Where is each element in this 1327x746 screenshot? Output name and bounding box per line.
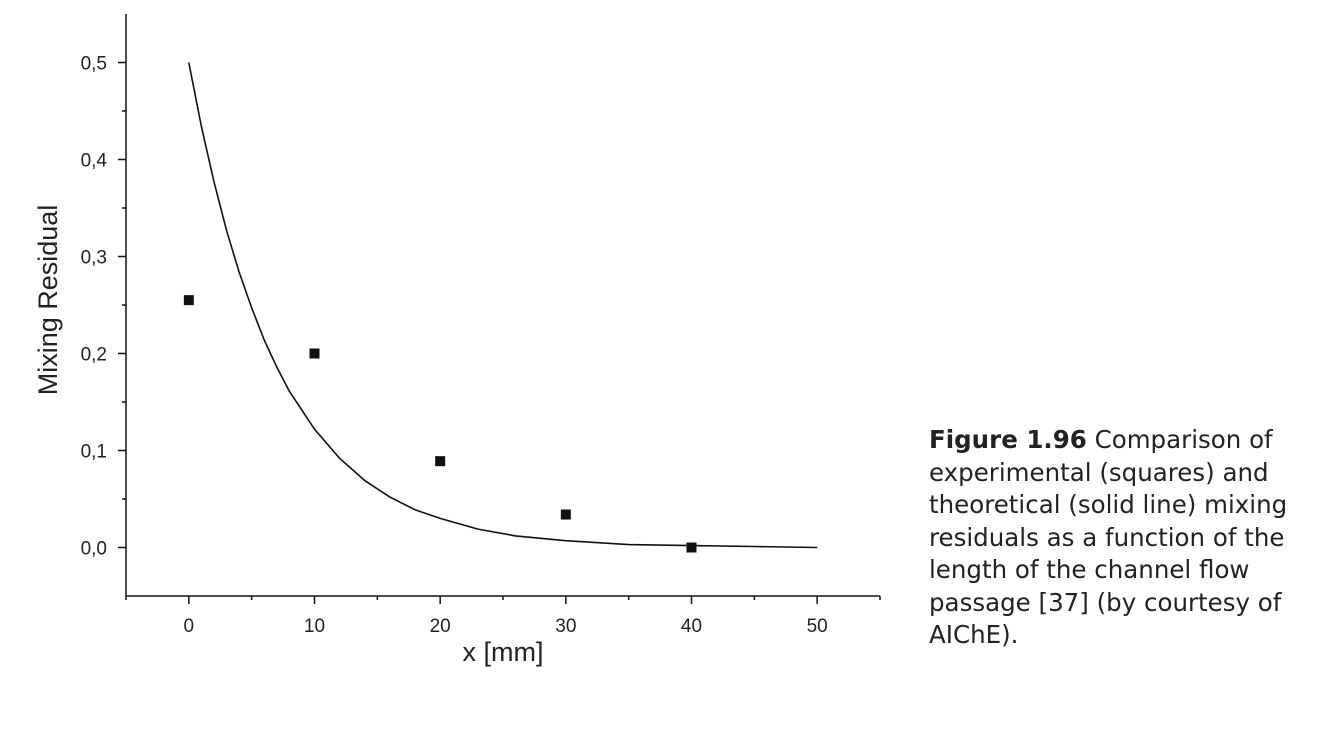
- y-tick-label: 0,4: [81, 151, 108, 172]
- x-axis-title: x [mm]: [463, 637, 544, 667]
- figure-label: Figure 1.96: [929, 425, 1087, 454]
- x-tick-label: 30: [555, 616, 576, 637]
- y-axis-title: Mixing Residual: [33, 205, 63, 396]
- theoretical-curve: [188, 62, 818, 549]
- experimental-point: [183, 295, 194, 306]
- x-tick-label: 20: [430, 616, 451, 637]
- figure-caption-text: Comparison of experimental (squares) and…: [929, 425, 1288, 649]
- experimental-point: [309, 348, 320, 359]
- x-tick-labels: 0 10 20 30 40 50: [184, 616, 828, 637]
- axes: [125, 14, 880, 597]
- experimental-point: [560, 509, 571, 520]
- mixing-residual-chart: 0,0 0,1 0,2 0,3 0,4 0,5 0 10 20 30 40 50 x [mm] Mi…: [33, 14, 881, 667]
- y-tick-labels: 0,0 0,1 0,2 0,3 0,4 0,5: [81, 54, 108, 560]
- x-tick-label: 10: [304, 616, 325, 637]
- y-tick-label: 0,3: [81, 248, 107, 269]
- y-ticks: [118, 61, 126, 549]
- y-tick-label: 0,1: [81, 442, 107, 463]
- x-ticks: [125, 596, 881, 604]
- x-tick-label: 50: [807, 616, 828, 637]
- x-tick-label: 40: [681, 616, 702, 637]
- figure-caption: Figure 1.96 Comparison of experimental (…: [929, 424, 1324, 652]
- y-tick-label: 0,2: [81, 345, 107, 366]
- experimental-point: [686, 542, 697, 553]
- experimental-point: [435, 456, 446, 467]
- y-tick-label: 0,5: [81, 54, 107, 75]
- x-tick-label: 0: [184, 616, 195, 637]
- y-tick-label: 0,0: [81, 539, 107, 560]
- series-layer: [183, 62, 818, 553]
